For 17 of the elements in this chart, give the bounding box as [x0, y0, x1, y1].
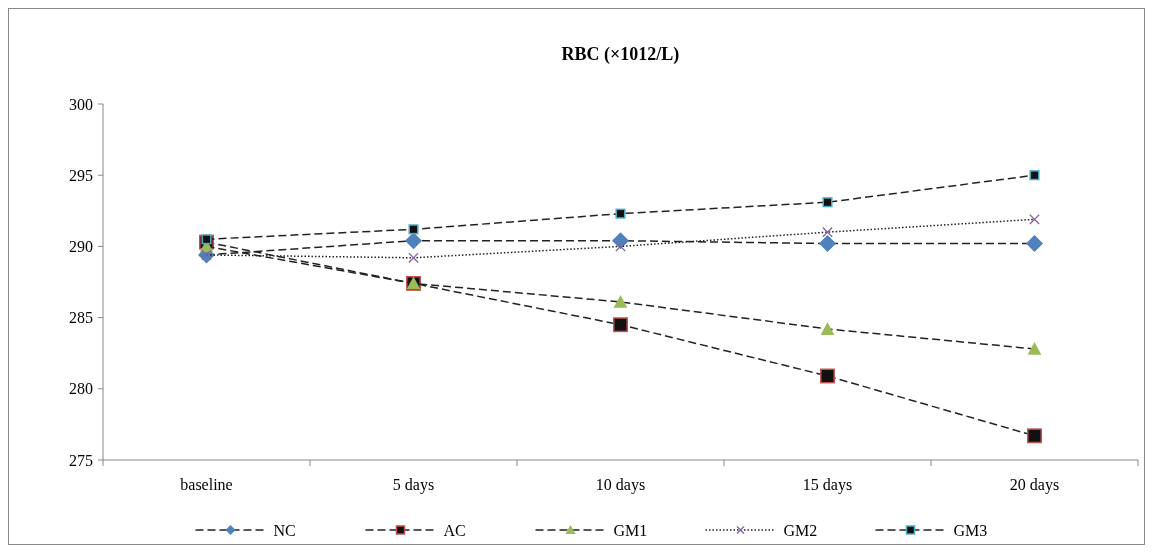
- x-tick-label: 5 days: [392, 476, 435, 494]
- legend-label: AC: [443, 521, 466, 539]
- legend-label: GM1: [613, 521, 648, 539]
- chart-title: RBC (×1012/L): [561, 44, 680, 65]
- y-tick-label: 280: [69, 380, 93, 398]
- y-tick-label: 275: [69, 451, 93, 469]
- x-tick-label: 20 days: [1009, 476, 1060, 494]
- x-tick-label: baseline: [180, 476, 233, 493]
- y-tick-label: 300: [69, 95, 93, 113]
- y-tick-label: 290: [69, 238, 93, 255]
- y-tick-label: 295: [69, 166, 93, 184]
- x-tick-label: 10 days: [595, 476, 646, 494]
- x-tick-label: 15 days: [802, 476, 853, 494]
- legend-label: NC: [273, 521, 296, 539]
- legend-label: GM3: [953, 521, 988, 539]
- y-tick-label: 285: [69, 309, 93, 327]
- legend-label: GM2: [783, 521, 818, 539]
